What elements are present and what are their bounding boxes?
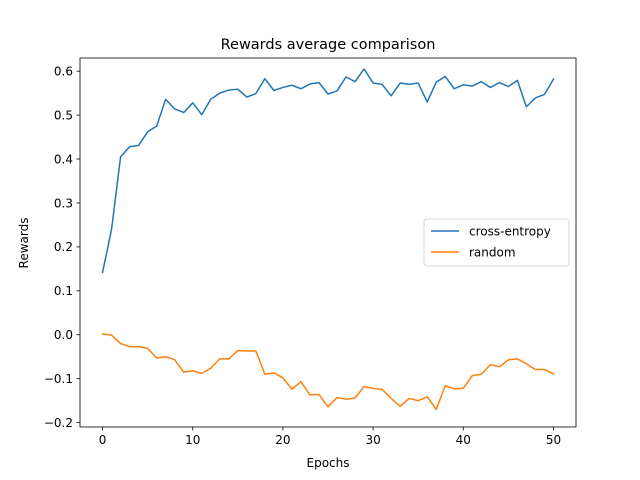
legend: cross-entropy random — [423, 218, 570, 267]
y-tick-label: −0.2 — [44, 416, 73, 430]
x-tick-label: 0 — [99, 433, 107, 447]
legend-label-cross-entropy: cross-entropy — [469, 225, 551, 239]
y-tick-label: 0.4 — [54, 152, 73, 166]
chart-title: Rewards average comparison — [221, 37, 436, 53]
legend-label-random: random — [469, 246, 516, 260]
y-tick-label: 0.3 — [54, 196, 73, 210]
legend-box — [423, 218, 570, 267]
x-tick-label: 40 — [456, 433, 471, 447]
y-tick-label: −0.1 — [44, 372, 73, 386]
x-tick-label: 30 — [365, 433, 380, 447]
series-line-cross-entropy — [101, 68, 555, 274]
y-tick-label: 0.2 — [54, 240, 73, 254]
x-axis: 0 10 20 30 40 50 — [99, 427, 561, 447]
plot-frame — [79, 57, 577, 428]
x-axis-label: Epochs — [307, 456, 350, 470]
x-tick-label: 10 — [185, 433, 200, 447]
y-tick-label: 0.1 — [54, 284, 73, 298]
x-tick-label: 50 — [546, 433, 561, 447]
plot-lines — [101, 68, 555, 411]
y-tick-label: 0.0 — [54, 328, 73, 342]
y-axis: −0.2 −0.1 0.0 0.1 0.2 0.3 0.4 0.5 0.6 — [44, 64, 80, 430]
series-line-random — [101, 333, 555, 411]
x-tick-label: 20 — [275, 433, 290, 447]
y-tick-label: 0.5 — [54, 108, 73, 122]
y-tick-label: 0.6 — [54, 64, 73, 78]
y-axis-label: Rewards — [17, 218, 31, 269]
